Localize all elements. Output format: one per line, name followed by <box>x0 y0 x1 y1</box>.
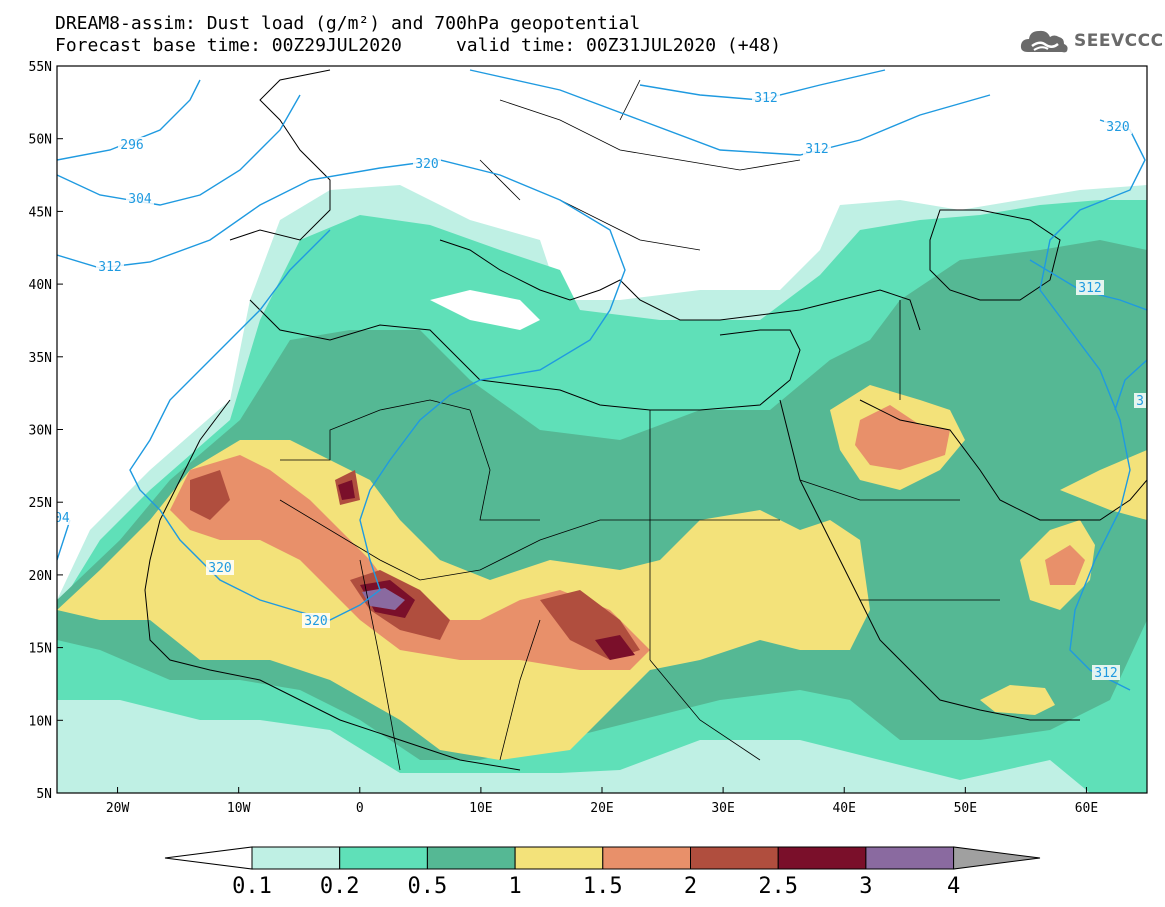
dust-level-1.5 <box>170 455 650 670</box>
seevccc-logo: SEEVCCC <box>1018 26 1164 56</box>
dust-level-2-west <box>190 470 230 520</box>
colorbar-label: 0.5 <box>408 874 448 899</box>
contour-label-bg <box>1104 119 1132 134</box>
logo-text: SEEVCCC <box>1074 31 1164 51</box>
colorbar-box <box>426 846 516 870</box>
lat-label: 25N <box>29 496 52 511</box>
colorbar-box <box>251 846 341 870</box>
contour-labels: 296 304 312 320 320 320 304 312 312 312 312 3 320 <box>46 90 1146 681</box>
contour-label-bg <box>1134 393 1146 408</box>
coastlines <box>144 69 1147 771</box>
contour-label-bg <box>752 90 780 105</box>
lon-label: 20W <box>106 801 130 816</box>
dust-level-3 <box>362 588 405 610</box>
longitude-labels: 20W 10W 0 10E 20E 30E 40E 50E 60E <box>106 801 1098 816</box>
contour-label-bg <box>302 613 330 628</box>
contour-label-bg <box>126 191 154 206</box>
contour-label: 320 <box>208 561 231 576</box>
lon-label: 40E <box>832 801 855 816</box>
contour-label: 312 <box>1094 666 1117 681</box>
dust-load-fields: 296 304 312 320 320 320 304 312 312 312 312 3 320 <box>46 66 1147 793</box>
map-subtitle: Forecast base time: 00Z29JUL2020 valid t… <box>55 35 782 56</box>
contour-label-bg <box>1076 280 1104 295</box>
contour-label: 304 <box>128 192 152 207</box>
colorbar-boxes <box>164 846 1041 870</box>
lat-label: 35N <box>29 351 52 366</box>
contour-label: 320 <box>415 157 438 172</box>
colorbar-box <box>339 846 428 870</box>
contour-label: 296 <box>120 138 143 153</box>
lon-label: 60E <box>1075 801 1098 816</box>
lon-label: 0 <box>356 801 364 816</box>
colorbar-label: 4 <box>947 874 960 899</box>
colorbar-label: 2 <box>684 874 697 899</box>
colorbar-box <box>865 846 955 870</box>
dust-level-2.5-algeria <box>338 480 355 500</box>
lat-label: 5N <box>36 787 52 802</box>
colorbar-arrow-left <box>164 846 253 870</box>
contour-label-bg <box>57 510 72 525</box>
colorbar-label: 0.2 <box>320 874 360 899</box>
colorbar-box <box>514 846 604 870</box>
colorbar-arrow-right <box>953 846 1041 870</box>
mediterranean-clear <box>430 290 540 330</box>
contour-label-bg <box>96 259 124 274</box>
contour-label-bg <box>413 156 441 171</box>
lon-label: 20E <box>590 801 613 816</box>
contour-label: 312 <box>98 260 121 275</box>
lon-label: 30E <box>711 801 734 816</box>
map-title: DREAM8-assim: Dust load (g/m²) and 700hP… <box>55 13 641 34</box>
colorbar-box <box>602 846 691 870</box>
colorbar-label: 2.5 <box>758 874 798 899</box>
lat-label: 45N <box>29 205 52 220</box>
colorbar-label: 1 <box>508 874 521 899</box>
colorbar-box <box>690 846 779 870</box>
lat-label: 40N <box>29 278 52 293</box>
lat-label: 15N <box>29 642 52 657</box>
lat-label: 55N <box>29 60 52 75</box>
lat-label: 20N <box>29 569 52 584</box>
lon-label: 50E <box>954 801 977 816</box>
contour-label-bg <box>118 137 146 152</box>
dust-level-1.5-oman <box>1045 545 1085 585</box>
latitude-labels: 55N 50N 45N 40N 35N 30N 25N 20N 15N 10N 5N <box>29 60 52 802</box>
cloud-icon <box>1020 30 1068 53</box>
country-borders <box>279 79 1000 771</box>
contour-label-bg <box>206 560 234 575</box>
lon-label: 10W <box>227 801 251 816</box>
contour-label: 320 <box>304 614 327 629</box>
colorbar-label: 3 <box>859 874 872 899</box>
contour-label: 312 <box>754 91 777 106</box>
dust-level-1-east <box>1060 450 1147 520</box>
contour-label: 312 <box>805 142 828 157</box>
lat-label: 30N <box>29 424 52 439</box>
axis-ticks <box>57 65 1087 794</box>
colorbar-box <box>777 846 867 870</box>
colorbar-label: 0.1 <box>232 874 272 899</box>
contour-label: 312 <box>1078 281 1101 296</box>
colorbar-label: 1.5 <box>583 874 623 899</box>
lat-label: 10N <box>29 714 52 729</box>
lat-label: 50N <box>29 133 52 148</box>
dust-level-2.5-chad <box>595 635 635 660</box>
contour-label: 3 <box>1136 394 1144 409</box>
colorbar-labels: 0.1 0.2 0.5 1 1.5 2 2.5 3 4 <box>232 874 960 899</box>
contour-label: 304 <box>46 511 70 526</box>
contour-label-bg <box>803 141 831 156</box>
dust-level-1.5-arabia <box>855 405 950 470</box>
contour-label: 320 <box>1106 120 1129 135</box>
dust-level-1-somalia <box>980 685 1055 715</box>
contour-label-bg <box>1092 665 1120 680</box>
lon-label: 10E <box>469 801 492 816</box>
